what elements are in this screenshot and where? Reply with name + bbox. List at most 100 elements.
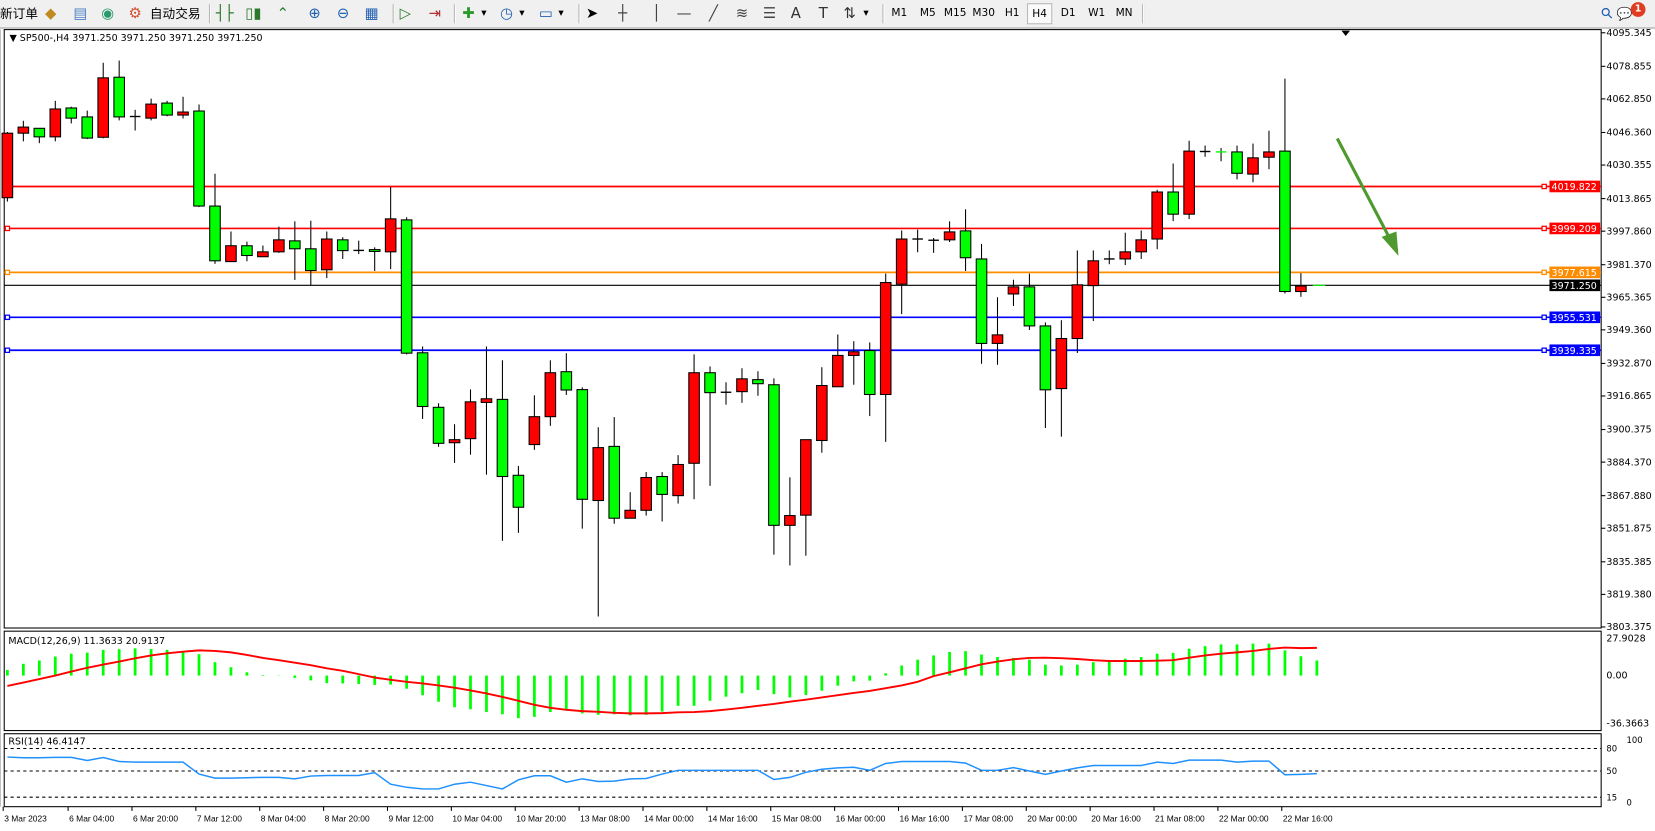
candle	[305, 220, 317, 286]
candle	[480, 346, 493, 475]
candle-body	[688, 372, 700, 464]
timeframe-m5[interactable]: M5	[919, 7, 936, 20]
candle-body	[289, 240, 301, 250]
timeframe-h4[interactable]: H4	[1026, 3, 1053, 25]
timeframe-m1[interactable]: M1	[891, 7, 908, 20]
candlestick-chart-icon[interactable]: ▯▮	[245, 5, 262, 23]
timeframe-mn[interactable]: MN	[1115, 7, 1133, 20]
chevron-down-icon[interactable]: ▾	[863, 7, 869, 20]
zoom-out-icon[interactable]: ⊖	[336, 5, 350, 23]
notification-icon[interactable]: 💬	[1616, 6, 1633, 22]
vertical-line-icon[interactable]: │	[652, 5, 661, 23]
candle-body	[640, 476, 652, 511]
candle-body	[975, 258, 988, 344]
trendline-icon[interactable]: ╱	[709, 5, 718, 23]
auto-trading-button[interactable]: 自动交易	[149, 6, 201, 22]
time-axis-label: 17 Mar 08:00	[963, 813, 1013, 823]
level-handle	[1541, 269, 1547, 276]
candle-body	[624, 509, 637, 519]
chart-shift-icon[interactable]: ⇥	[428, 5, 442, 23]
candle	[1055, 320, 1068, 437]
macd-signal-line	[7, 646, 1317, 715]
chevron-down-icon[interactable]: ▾	[481, 7, 487, 20]
toolbar-separator	[578, 4, 581, 24]
horizontal-line-icon[interactable]: —	[676, 5, 692, 23]
rsi-axis-label: 100	[1626, 735, 1642, 745]
candle-body	[768, 384, 780, 526]
candle-body	[1055, 338, 1068, 390]
new-order-button[interactable]: 新订单	[0, 6, 39, 22]
line-chart-icon[interactable]: ⌃	[276, 5, 290, 23]
candle	[1071, 250, 1084, 353]
chevron-down-icon[interactable]: ▾	[519, 7, 525, 20]
level-price-label: 3939.335	[1552, 346, 1597, 357]
chart-area[interactable]: ▼ SP500-,H4 3971.250 3971.250 3971.250 3…	[0, 29, 1655, 831]
level-handle	[4, 225, 11, 232]
level-handle	[4, 269, 11, 276]
cursor-icon[interactable]: ➤	[585, 5, 599, 23]
price-tick-label: 3949.360	[1606, 325, 1651, 336]
candle	[975, 243, 988, 364]
notification-badge[interactable]: 1	[1630, 2, 1646, 17]
level-handle	[1541, 347, 1547, 354]
candle-body	[496, 398, 509, 478]
timeframe-w1[interactable]: W1	[1088, 7, 1106, 20]
price-tick-label: 4078.855	[1606, 61, 1651, 72]
candle	[560, 353, 573, 395]
candle-body	[49, 108, 62, 138]
timeframe-m30[interactable]: M30	[972, 7, 995, 20]
candle-body	[656, 475, 668, 495]
timeframe-h1[interactable]: H1	[1004, 7, 1020, 20]
time-axis-label: 20 Mar 00:00	[1027, 813, 1077, 823]
candle	[1119, 232, 1132, 266]
signals-icon[interactable]: ◉	[101, 5, 115, 23]
trend-arrow-line	[1335, 137, 1393, 242]
chart-shift-marker	[1341, 30, 1350, 36]
chevron-down-icon[interactable]: ▾	[558, 7, 564, 20]
arrows-icon[interactable]: ⇅	[843, 5, 856, 23]
zoom-in-icon[interactable]: ⊕	[308, 5, 321, 23]
time-axis-label: 8 Mar 20:00	[325, 813, 370, 823]
price-tick-label: 3932.870	[1606, 359, 1651, 370]
candle-body	[1135, 239, 1148, 253]
macd-axis-label: 0.00	[1606, 671, 1627, 682]
candle-body	[1295, 285, 1307, 293]
fibonacci-fan-icon[interactable]: ≋	[735, 5, 749, 23]
market-watch-icon[interactable]: ▤	[73, 5, 88, 23]
candle-body	[704, 372, 716, 394]
level-price-badge	[1549, 180, 1601, 193]
indicators-icon[interactable]: ✚	[462, 5, 475, 23]
timeframe-m15[interactable]: M15	[943, 7, 967, 20]
candle-body	[672, 463, 684, 497]
candle	[1, 131, 14, 202]
trend-arrow-head	[1381, 231, 1399, 256]
time-axis-label: 22 Mar 00:00	[1219, 813, 1269, 823]
level-price-badge	[1549, 222, 1601, 235]
timeframe-d1[interactable]: D1	[1060, 7, 1076, 20]
expert-advisor-icon[interactable]: ◆	[44, 5, 57, 23]
price-tick-label: 3884.370	[1606, 457, 1651, 468]
candle	[113, 60, 125, 121]
candle	[400, 217, 413, 355]
tile-windows-icon[interactable]: ▦	[364, 5, 379, 23]
candle	[353, 240, 364, 255]
fibonacci-retracement-icon[interactable]: ☰	[762, 5, 777, 23]
toolbar-separator	[208, 4, 212, 24]
text-label-icon[interactable]: T	[818, 5, 828, 23]
auto-trading-icon[interactable]: ⚙	[128, 5, 142, 23]
text-icon[interactable]: A	[790, 5, 801, 23]
time-axis-label: 7 Mar 12:00	[197, 813, 242, 823]
templates-icon[interactable]: ▭	[538, 5, 553, 23]
candle	[912, 229, 923, 253]
candle	[1135, 230, 1148, 259]
auto-scroll-icon[interactable]: ▷	[399, 5, 411, 23]
candle-body	[480, 398, 493, 403]
candle	[1295, 273, 1307, 297]
periods-icon[interactable]: ◷	[500, 5, 514, 23]
bar-chart-icon[interactable]: ┤├	[215, 5, 234, 23]
candle-body	[464, 401, 477, 440]
crosshair-icon[interactable]: ┼	[618, 5, 628, 23]
time-axis-label: 15 Mar 08:00	[772, 813, 822, 823]
candle	[1215, 148, 1227, 162]
candle	[464, 389, 477, 455]
